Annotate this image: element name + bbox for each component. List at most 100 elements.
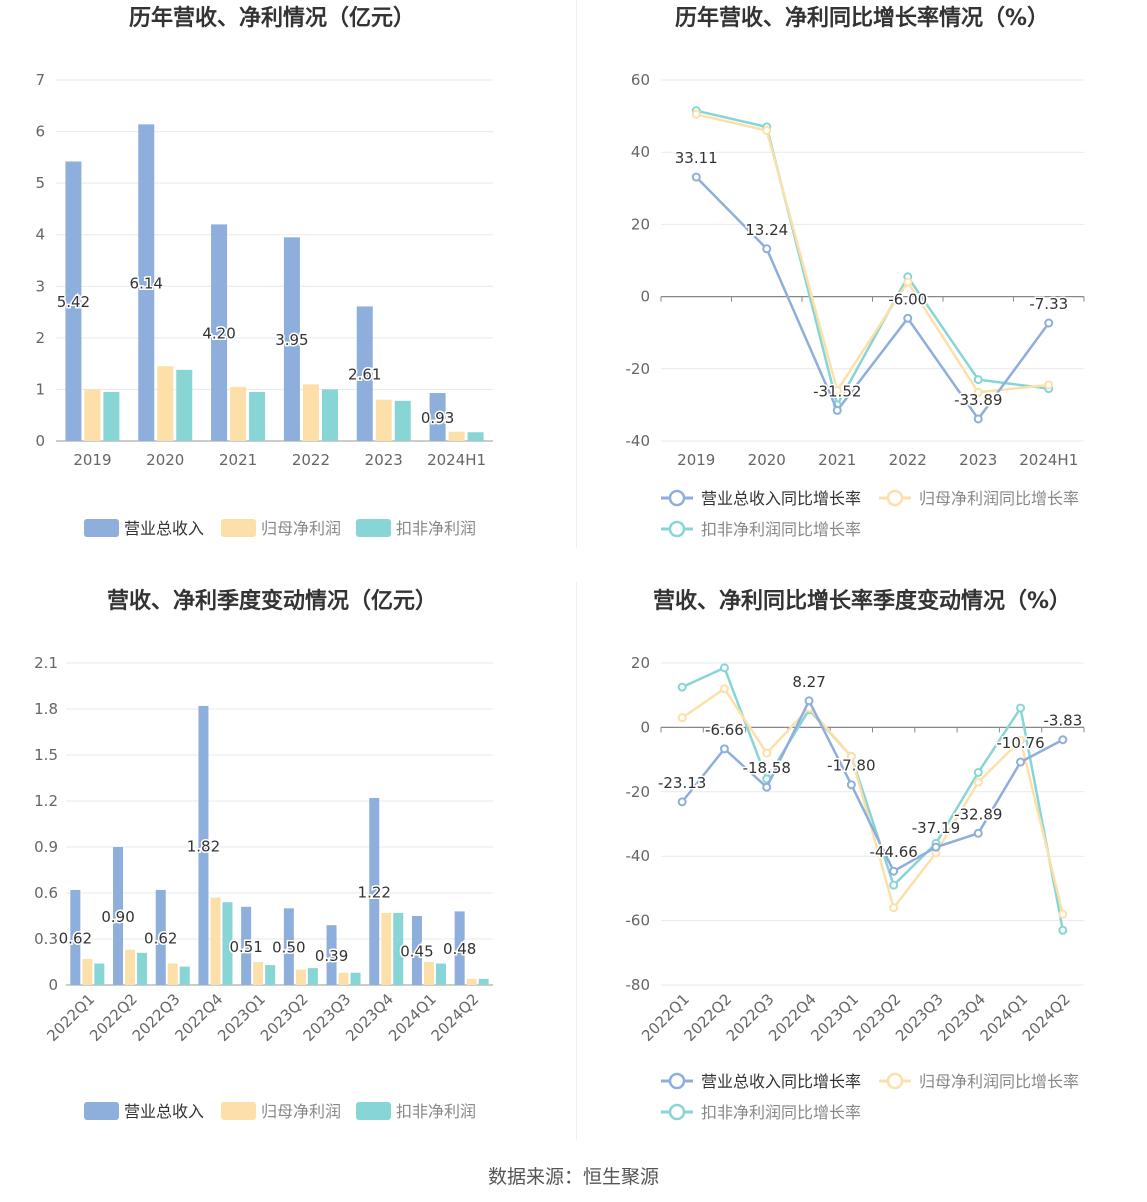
y-tick-label: -80 xyxy=(626,976,651,994)
chart-title: 营收、净利同比增长率季度变动情况（%） xyxy=(653,588,1071,614)
series-point-1 xyxy=(846,751,856,761)
series-point-2 xyxy=(1058,925,1068,935)
series-point-0 xyxy=(973,828,983,838)
series-point-0 xyxy=(762,244,772,254)
data-label: -44.66 xyxy=(869,843,917,861)
legend-swatch xyxy=(84,519,119,537)
bar-deducted-profit xyxy=(321,389,338,441)
bar-net-profit xyxy=(423,962,434,985)
series-point-0 xyxy=(691,172,701,182)
bar-net-profit xyxy=(466,978,477,985)
legend-label: 扣非净利润 xyxy=(396,519,476,538)
bar-net-profit xyxy=(253,962,264,985)
series-point-0 xyxy=(1044,318,1054,328)
series-point-1 xyxy=(1016,735,1026,745)
series-point-0 xyxy=(804,696,814,706)
bar-net-profit xyxy=(82,958,93,985)
bar-deducted-profit xyxy=(249,392,266,441)
y-tick-label: -40 xyxy=(626,847,651,865)
bar-deducted-profit xyxy=(307,968,318,985)
data-label: 0.50 xyxy=(272,939,305,957)
bar-net-profit xyxy=(295,969,306,985)
y-tick-label: 0 xyxy=(48,976,58,994)
legend-swatch xyxy=(221,519,256,537)
bar-revenue xyxy=(326,925,337,985)
series-point-1 xyxy=(903,277,913,287)
bar-revenue xyxy=(113,847,124,985)
series-point-0 xyxy=(973,414,983,424)
legend-label: 归母净利润同比增长率 xyxy=(919,489,1079,508)
legend-label: 扣非净利润 xyxy=(396,1102,476,1121)
series-point-1 xyxy=(973,777,983,787)
bar-deducted-profit xyxy=(467,432,484,441)
legend-marker xyxy=(668,489,686,507)
legend-label: 归母净利润同比增长率 xyxy=(919,1072,1079,1091)
y-tick-label: -40 xyxy=(626,432,651,450)
bar-deducted-profit xyxy=(176,369,193,441)
legend-label: 营业总收入同比增长率 xyxy=(701,489,861,508)
y-tick-label: 1.8 xyxy=(34,700,58,718)
y-tick-label: 5 xyxy=(35,174,45,192)
data-label: 0.93 xyxy=(421,409,454,427)
x-tick-label: 2024Q2 xyxy=(428,990,483,1045)
series-point-1 xyxy=(973,387,983,397)
y-tick-label: 1.5 xyxy=(34,746,58,764)
series-point-2 xyxy=(719,663,729,673)
bar-deducted-profit xyxy=(265,965,276,985)
series-point-2 xyxy=(973,375,983,385)
series-point-2 xyxy=(889,880,899,890)
data-label: 8.27 xyxy=(792,673,825,691)
series-point-0 xyxy=(677,797,687,807)
data-label: -23.13 xyxy=(658,774,706,792)
bar-net-profit xyxy=(230,386,247,441)
data-label: -3.83 xyxy=(1043,712,1082,730)
bar-deducted-profit xyxy=(94,963,105,985)
bar-revenue xyxy=(198,705,209,985)
bar-deducted-profit xyxy=(179,966,190,985)
data-label: 0.90 xyxy=(101,908,134,926)
series-point-0 xyxy=(903,313,913,323)
y-tick-label: 1 xyxy=(35,380,45,398)
bar-deducted-profit xyxy=(103,392,120,441)
quarterly-growth-rate-chart: 营收、净利同比增长率季度变动情况（%） -80 -60 -40 -20 0 20 -23.13… xyxy=(577,580,1147,1150)
data-label: -6.00 xyxy=(888,290,927,308)
data-label: -18.58 xyxy=(743,759,791,777)
x-tick-label: 2021 xyxy=(818,451,856,469)
bar-net-profit xyxy=(338,972,349,985)
series-line-2 xyxy=(695,109,1049,409)
x-tick-label: 2022 xyxy=(292,451,330,469)
y-tick-label: 0.9 xyxy=(34,838,58,856)
y-tick-label: 60 xyxy=(631,71,650,89)
x-tick-label: 2024Q2 xyxy=(1019,990,1074,1045)
series-line-1 xyxy=(681,687,1065,915)
y-tick-label: 0 xyxy=(35,432,45,450)
legend-label: 扣非净利润同比增长率 xyxy=(701,1103,861,1122)
data-label: -7.33 xyxy=(1029,295,1068,313)
data-label: -6.66 xyxy=(705,721,744,739)
series-line-1 xyxy=(695,113,1049,394)
bar-revenue xyxy=(211,224,228,441)
bar-deducted-profit xyxy=(222,902,233,985)
bar-revenue xyxy=(429,393,446,441)
legend-swatch xyxy=(221,1102,256,1120)
series-point-0 xyxy=(832,405,842,415)
y-tick-label: 0 xyxy=(640,288,650,306)
data-label: 0.45 xyxy=(400,943,433,961)
data-label: -17.80 xyxy=(827,757,875,775)
y-tick-label: 20 xyxy=(631,654,650,672)
bar-net-profit xyxy=(210,897,221,985)
data-label: -32.89 xyxy=(954,805,1002,823)
x-tick-label: 2020 xyxy=(146,451,184,469)
divider-top xyxy=(576,0,577,548)
legend-swatch xyxy=(84,1102,119,1120)
data-label: 13.24 xyxy=(745,221,788,239)
bar-net-profit xyxy=(448,431,465,441)
x-tick-label: 2023 xyxy=(959,451,997,469)
series-point-0 xyxy=(719,744,729,754)
legend-marker xyxy=(886,489,904,507)
bar-deducted-profit xyxy=(435,963,446,985)
series-point-1 xyxy=(889,903,899,913)
series-point-1 xyxy=(762,126,772,136)
data-label: 33.11 xyxy=(675,149,718,167)
bar-revenue xyxy=(65,161,82,442)
